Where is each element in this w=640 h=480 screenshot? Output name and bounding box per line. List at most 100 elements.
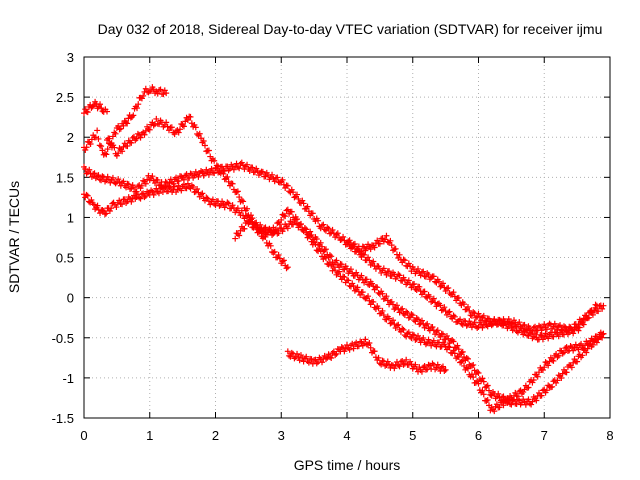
data-point: [334, 230, 341, 237]
data-point: [119, 201, 126, 208]
data-point: [351, 272, 358, 279]
data-point: [474, 324, 481, 331]
data-point: [475, 370, 482, 377]
data-point: [234, 205, 241, 212]
data-point: [221, 204, 228, 211]
data-point: [574, 323, 581, 330]
data-point: [585, 342, 592, 349]
data-point: [365, 254, 372, 261]
data-point: [424, 340, 431, 347]
data-point: [422, 322, 429, 329]
data-point: [595, 336, 602, 343]
data-point: [157, 185, 164, 192]
data-point: [263, 231, 270, 238]
data-point: [271, 178, 278, 185]
data-point: [106, 208, 113, 215]
data-point: [95, 135, 102, 142]
data-point: [134, 105, 141, 112]
data-point: [116, 197, 123, 204]
data-point: [209, 196, 216, 203]
data-point: [361, 251, 368, 258]
data-point: [94, 202, 101, 209]
data-point: [284, 348, 291, 355]
data-point: [592, 304, 599, 311]
data-point: [437, 333, 444, 340]
data-point: [86, 166, 93, 173]
data-point: [484, 323, 491, 330]
data-point: [157, 86, 164, 93]
data-point: [141, 194, 148, 201]
data-point: [491, 408, 498, 415]
data-point: [567, 343, 574, 350]
data-point: [329, 226, 336, 233]
data-point: [599, 331, 606, 338]
y-tick-label: 1.5: [56, 170, 74, 185]
data-point: [175, 182, 182, 189]
data-point: [138, 191, 145, 198]
data-point: [505, 315, 512, 322]
data-point: [479, 387, 486, 394]
data-point: [128, 185, 135, 192]
data-point: [152, 180, 159, 187]
data-point: [192, 124, 199, 131]
data-point: [201, 170, 208, 177]
data-point: [351, 287, 358, 294]
data-point: [416, 283, 423, 290]
data-point: [353, 339, 360, 346]
data-point: [572, 341, 579, 348]
data-point: [240, 162, 247, 169]
data-point: [328, 253, 335, 260]
data-point: [319, 359, 326, 366]
data-point: [286, 352, 293, 359]
data-point: [317, 239, 324, 246]
y-tick-label: 3: [67, 50, 74, 65]
data-point: [424, 320, 431, 327]
y-tick-label: -1.5: [52, 411, 74, 426]
data-point: [96, 142, 103, 149]
data-point: [89, 103, 96, 110]
data-point: [106, 135, 113, 142]
data-point: [300, 200, 307, 207]
data-point: [559, 327, 566, 334]
data-point: [144, 188, 151, 195]
data-point: [91, 170, 98, 177]
data-point: [375, 354, 382, 361]
data-point: [304, 203, 311, 210]
data-point: [464, 303, 471, 310]
data-point: [543, 326, 550, 333]
data-point: [88, 173, 95, 180]
data-point: [136, 182, 143, 189]
data-point: [393, 302, 400, 309]
data-point: [480, 391, 487, 398]
data-point: [580, 345, 587, 352]
data-point: [341, 274, 348, 281]
data-point: [451, 313, 458, 320]
data-point: [535, 322, 542, 329]
data-point: [412, 361, 419, 368]
data-point: [332, 352, 339, 359]
data-point: [204, 195, 211, 202]
data-point: [458, 302, 465, 309]
data-point: [358, 272, 365, 279]
data-point: [396, 251, 403, 258]
data-point: [366, 340, 373, 347]
data-point: [365, 293, 372, 300]
data-point: [246, 217, 253, 224]
data-point: [574, 358, 581, 365]
data-point: [98, 105, 105, 112]
data-point: [140, 177, 147, 184]
data-point: [233, 189, 240, 196]
data-point: [328, 354, 335, 361]
data-point: [445, 343, 452, 350]
data-point: [187, 170, 194, 177]
data-point: [458, 320, 465, 327]
data-point: [230, 166, 237, 173]
data-point: [372, 305, 379, 312]
x-tick-label: 6: [475, 428, 482, 443]
data-point: [262, 173, 269, 180]
data-point: [467, 320, 474, 327]
data-point: [541, 386, 548, 393]
data-point: [154, 177, 161, 184]
data-point: [459, 357, 466, 364]
data-point: [180, 181, 187, 188]
